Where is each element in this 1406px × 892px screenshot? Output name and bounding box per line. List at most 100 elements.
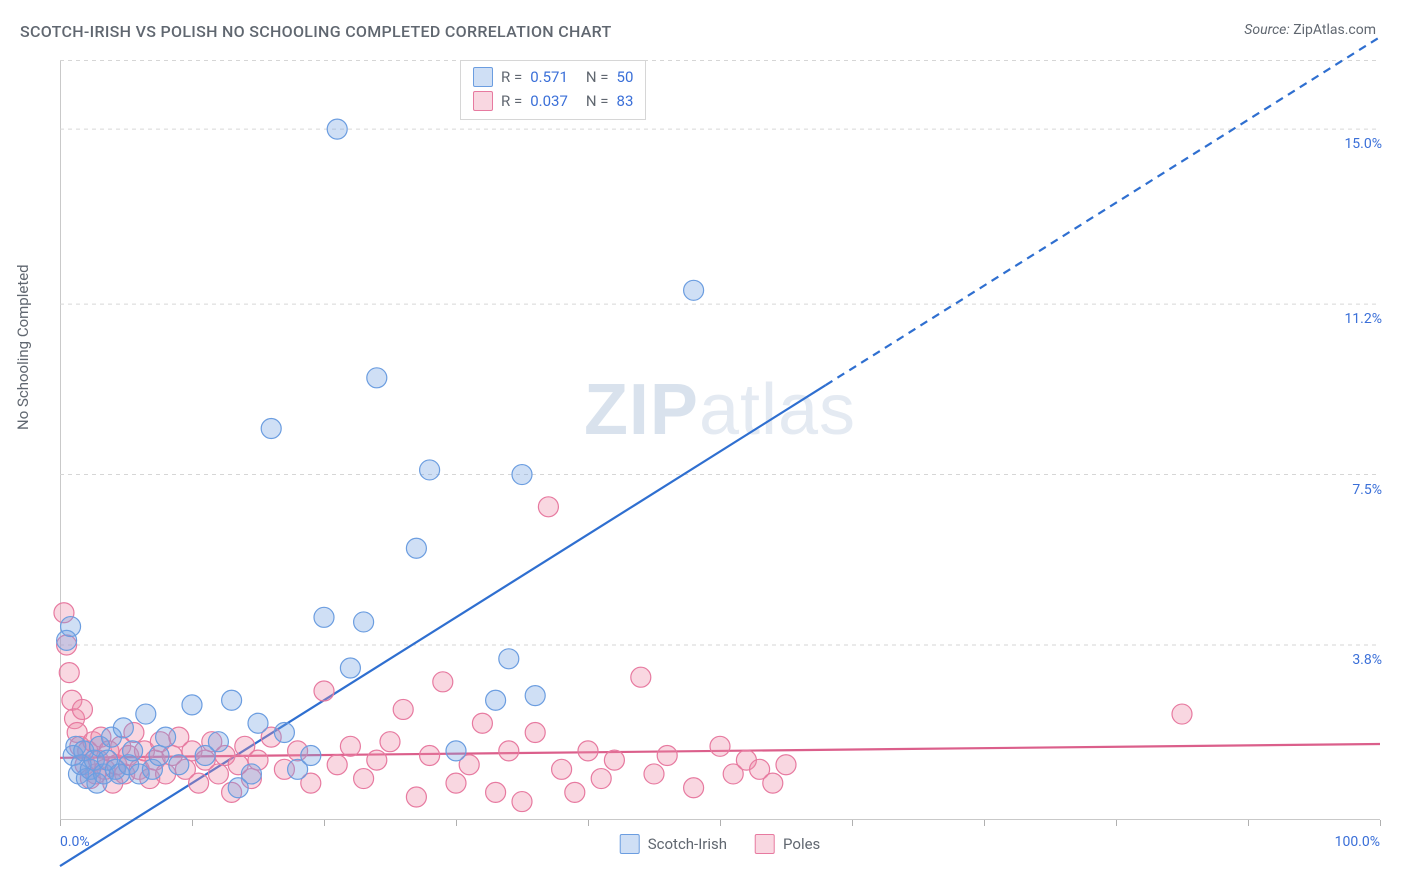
y-axis-label: No Schooling Completed (14, 264, 32, 430)
data-point-b (776, 755, 796, 775)
data-point-a (169, 755, 189, 775)
legend-row-a: R = 0.571 N = 50 (473, 65, 633, 89)
source-site: ZipAtlas.com (1293, 22, 1376, 38)
series-legend-a: Scotch-Irish (620, 834, 727, 854)
data-point-a (486, 690, 506, 710)
data-point-b (59, 663, 79, 683)
legend-swatch-a (473, 67, 493, 87)
data-point-b (314, 681, 334, 701)
data-point-a (241, 764, 261, 784)
data-point-a (354, 612, 374, 632)
y-tick-label: 7.5% (1352, 482, 1382, 498)
x-tick (1380, 820, 1381, 826)
data-point-a (113, 718, 133, 738)
x-tick (1248, 820, 1249, 826)
data-point-a (314, 607, 334, 627)
data-point-b (208, 764, 228, 784)
data-point-b (72, 699, 92, 719)
x-tick (60, 820, 61, 826)
data-point-a (684, 280, 704, 300)
data-point-a (420, 460, 440, 480)
data-point-a (261, 418, 281, 438)
data-point-b (552, 759, 572, 779)
data-point-b (499, 741, 519, 761)
series-legend-b: Poles (755, 834, 820, 854)
source-label: Source: (1244, 22, 1289, 38)
data-point-b (763, 773, 783, 793)
data-point-b (591, 769, 611, 789)
data-point-b (604, 750, 624, 770)
legend-swatch-a (620, 834, 640, 854)
source-citation: Source: ZipAtlas.com (1244, 22, 1376, 38)
data-point-b (354, 769, 374, 789)
x-tick (1116, 820, 1117, 826)
data-point-b (189, 773, 209, 793)
x-tick (192, 820, 193, 826)
data-point-b (420, 746, 440, 766)
data-point-a (149, 746, 169, 766)
data-point-a (499, 649, 519, 669)
data-point-a (406, 538, 426, 558)
x-tick-label: 0.0% (60, 834, 90, 850)
x-tick (720, 820, 721, 826)
data-point-b (538, 497, 558, 517)
data-point-b (446, 773, 466, 793)
regression-line-a (60, 385, 826, 866)
series-legend: Scotch-Irish Poles (620, 834, 821, 854)
x-tick (456, 820, 457, 826)
y-tick-label: 3.8% (1352, 652, 1382, 668)
legend-R-label: R = (501, 92, 522, 110)
legend-row-b: R = 0.037 N = 83 (473, 89, 633, 113)
data-point-a (208, 732, 228, 752)
legend-N-label: N = (586, 92, 609, 110)
regression-line-a-extrapolated (826, 37, 1380, 385)
legend-a-N: 50 (617, 68, 634, 86)
data-point-a (327, 119, 347, 139)
data-point-a (274, 722, 294, 742)
correlation-legend: R = 0.571 N = 50 R = 0.037 N = 83 (460, 60, 646, 120)
data-point-b (433, 672, 453, 692)
data-point-a (123, 741, 143, 761)
data-point-b (644, 764, 664, 784)
x-tick (984, 820, 985, 826)
data-point-b (340, 736, 360, 756)
data-point-b (406, 787, 426, 807)
series-a-name: Scotch-Irish (648, 835, 727, 853)
data-point-a (340, 658, 360, 678)
x-tick (324, 820, 325, 826)
legend-b-R: 0.037 (530, 92, 568, 110)
legend-swatch-b (755, 834, 775, 854)
data-point-b (512, 792, 532, 812)
data-point-a (301, 746, 321, 766)
data-point-a (525, 686, 545, 706)
data-point-a (61, 617, 81, 637)
data-point-b (631, 667, 651, 687)
data-point-b (393, 699, 413, 719)
data-point-a (512, 465, 532, 485)
y-tick-label: 15.0% (1344, 136, 1382, 152)
legend-N-label: N = (586, 68, 609, 86)
data-point-b (710, 736, 730, 756)
y-tick-label: 11.2% (1344, 311, 1382, 327)
data-point-b (684, 778, 704, 798)
data-point-a (248, 713, 268, 733)
data-point-b (380, 732, 400, 752)
plot-area: ZIPatlas R = 0.571 N = 50 R = 0.037 N = … (60, 60, 1380, 820)
chart-title: SCOTCH-IRISH VS POLISH NO SCHOOLING COMP… (20, 22, 612, 41)
data-point-b (565, 782, 585, 802)
data-point-b (578, 741, 598, 761)
data-point-b (367, 750, 387, 770)
data-point-b (525, 722, 545, 742)
legend-swatch-b (473, 91, 493, 111)
series-b-name: Poles (783, 835, 820, 853)
data-point-a (182, 695, 202, 715)
data-point-b (472, 713, 492, 733)
data-point-b (1172, 704, 1192, 724)
x-tick-label: 100.0% (1335, 834, 1380, 850)
data-point-a (367, 368, 387, 388)
data-point-a (156, 727, 176, 747)
data-point-b (327, 755, 347, 775)
data-point-a (136, 704, 156, 724)
data-point-a (222, 690, 242, 710)
data-point-b (486, 782, 506, 802)
